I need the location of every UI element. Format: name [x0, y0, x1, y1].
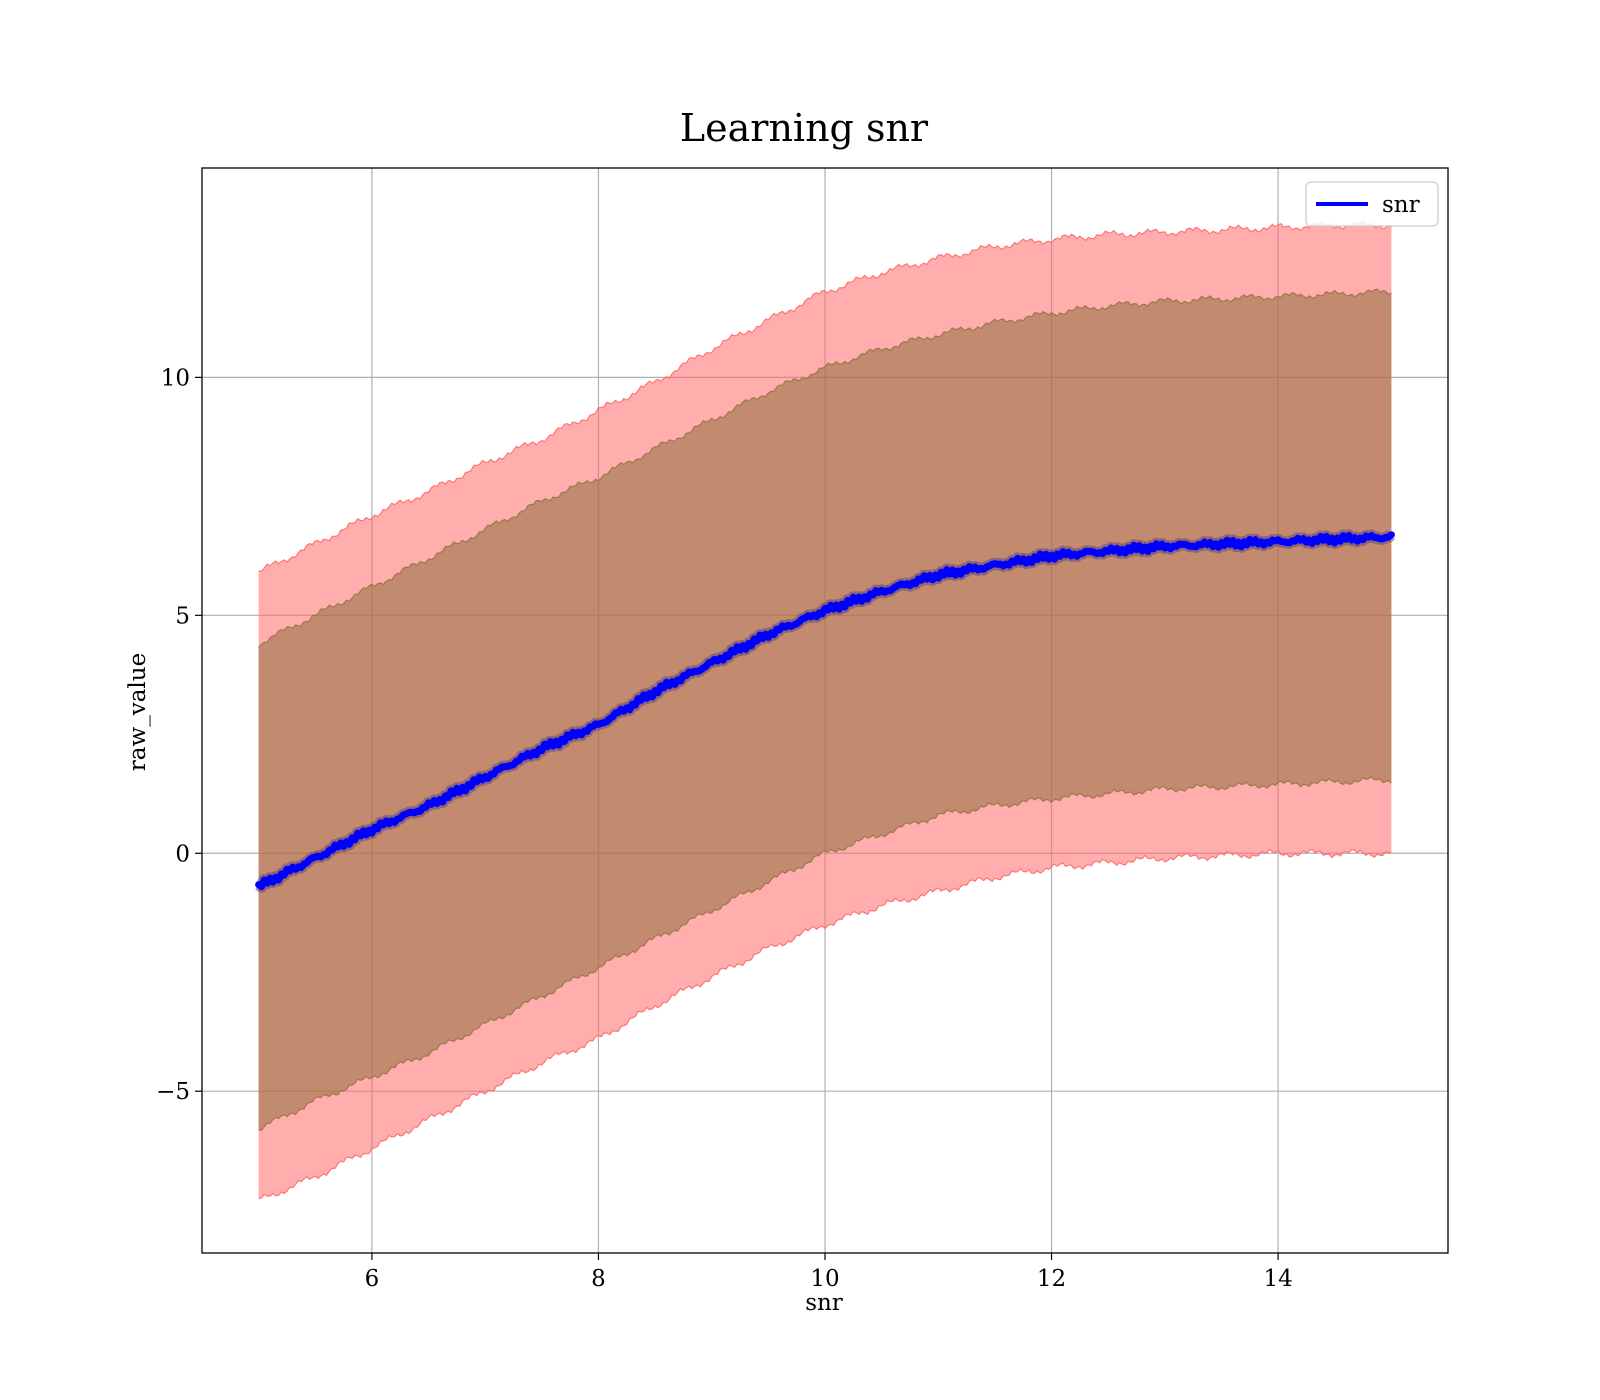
y-tick-label: 0 [175, 841, 190, 867]
y-axis-label: raw_value [125, 653, 151, 771]
y-tick-label: −5 [156, 1079, 190, 1105]
y-tick-label: 10 [161, 365, 190, 391]
band-outer-upper-edge [258, 220, 1392, 572]
plot-area: 6 8 10 12 14 −5 0 5 10 snr [156, 167, 1449, 1292]
x-tick-label: 12 [1037, 1266, 1066, 1292]
x-tick-label: 8 [591, 1266, 606, 1292]
chart-title: Learning snr [680, 106, 929, 150]
legend-box [1305, 181, 1439, 227]
y-tick-label: 5 [175, 603, 190, 629]
band-inner-lower-edge [258, 776, 1392, 1132]
x-tick-label: 6 [365, 1266, 380, 1292]
legend-label-snr: snr [1382, 192, 1420, 218]
series-snr-line [255, 531, 1395, 891]
band-inner-upper-edge [258, 288, 1392, 648]
x-tick-label: 14 [1263, 1266, 1292, 1292]
x-tick-label: 10 [810, 1266, 839, 1292]
x-axis-label: snr [805, 1290, 843, 1316]
band-outer-lower-edge [258, 848, 1392, 1200]
band-inner [258, 289, 1392, 1131]
